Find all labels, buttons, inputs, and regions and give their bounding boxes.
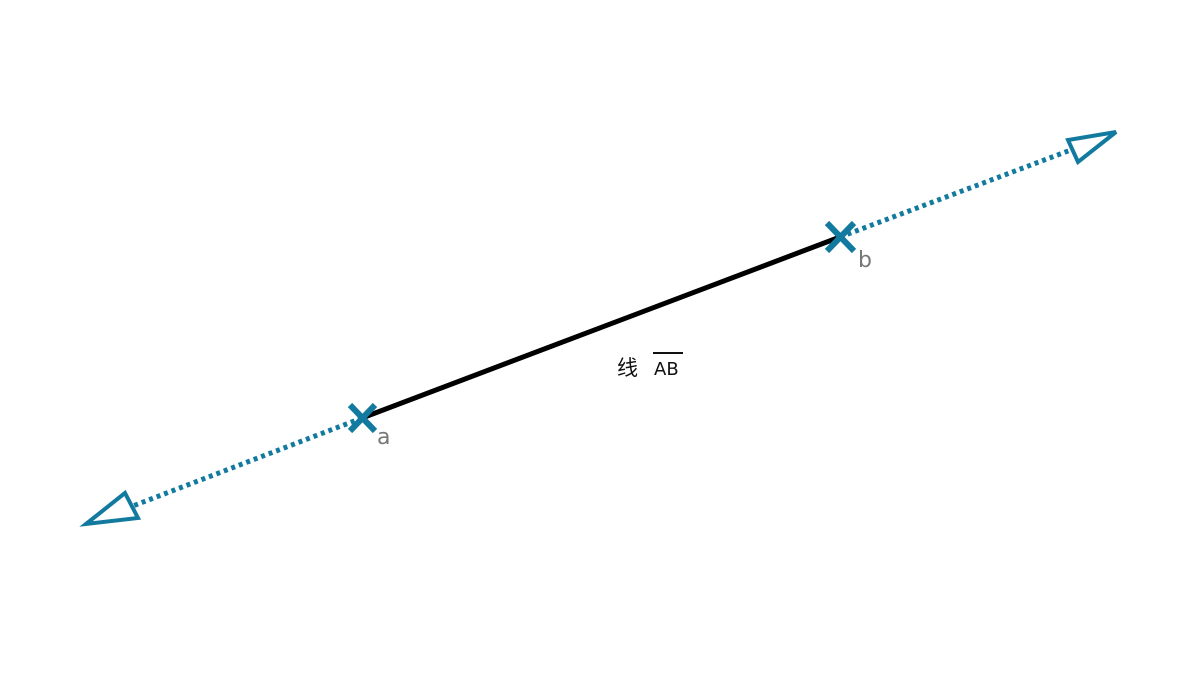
segment-caption: 线 AB (617, 352, 683, 380)
arrowhead-right-icon (1065, 130, 1118, 166)
segment-ab (359, 234, 843, 421)
point-a-marker-icon (347, 402, 378, 434)
caption-prefix: 线 (617, 356, 638, 380)
ray-extension-right (839, 139, 1093, 240)
point-b-marker-icon (824, 220, 857, 254)
caption-segment-name: AB (654, 359, 679, 380)
point-a-label: a (377, 425, 390, 450)
point-b-label: b (858, 248, 872, 273)
arrowhead-left-icon (79, 489, 142, 527)
ray-extension-left (111, 415, 363, 517)
